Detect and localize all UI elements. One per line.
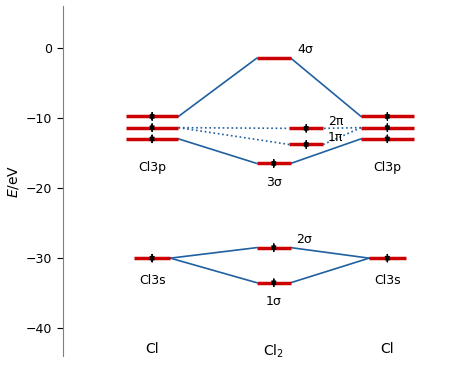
Text: Cl3s: Cl3s [374, 273, 401, 287]
Y-axis label: $E$/eV: $E$/eV [6, 164, 20, 198]
Text: Cl$_2$: Cl$_2$ [264, 342, 284, 360]
Text: Cl3p: Cl3p [138, 161, 166, 174]
Text: 2π: 2π [328, 115, 344, 128]
Text: Cl3p: Cl3p [374, 161, 401, 174]
Text: 1σ: 1σ [266, 296, 282, 308]
Text: Cl3s: Cl3s [139, 273, 165, 287]
Text: Cl: Cl [381, 342, 394, 356]
Text: 2σ: 2σ [296, 233, 311, 245]
Text: 4σ: 4σ [297, 43, 313, 56]
Text: 3σ: 3σ [266, 176, 282, 189]
Text: Cl: Cl [146, 342, 159, 356]
Text: 1π: 1π [328, 131, 344, 144]
